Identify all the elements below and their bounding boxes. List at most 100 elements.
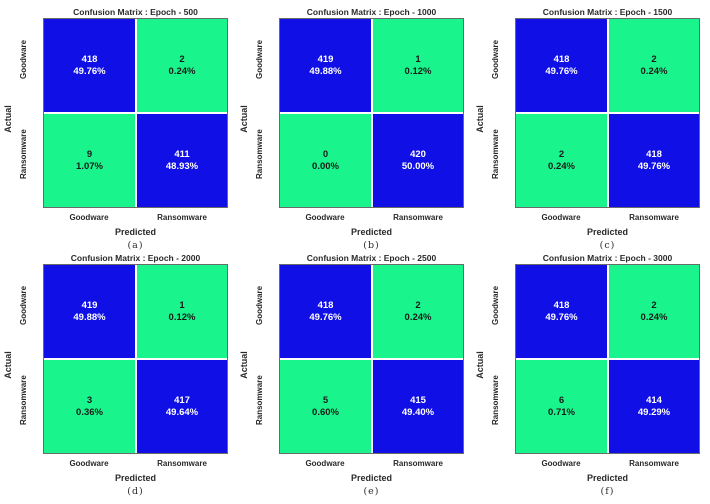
cell-count: 3 — [86, 394, 93, 406]
cell-percentage: 0.24% — [548, 160, 575, 172]
y-tick-label: Ransomware — [255, 375, 264, 425]
cell-percentage: 49.76% — [309, 311, 342, 323]
y-tick-label: Ransomware — [19, 129, 28, 179]
matrix-cell: 419 49.88% — [280, 19, 371, 112]
cell-count: 414 — [646, 394, 662, 406]
y-tick-label: Goodware — [19, 39, 28, 79]
matrix-cell: 414 49.29% — [609, 360, 699, 453]
cell-count: 2 — [651, 299, 657, 311]
x-axis-label: Predicted — [114, 473, 156, 483]
matrix-grid: 418 49.76% 2 0.24% 5 0.60% 415 49.40% — [279, 264, 464, 454]
y-axis-label: Actual — [239, 105, 249, 133]
cell-count: 2 — [415, 299, 421, 311]
x-tick-label: Goodware — [305, 459, 345, 468]
cell-count: 2 — [651, 53, 657, 65]
cell-count: 418 — [81, 53, 98, 65]
cell-count: 5 — [322, 394, 329, 406]
cell-percentage: 0.00% — [312, 160, 339, 172]
x-axis-label: Predicted — [586, 227, 628, 237]
confusion-matrix-panel: Confusion Matrix : Epoch - 1000 419 49.88%… — [236, 0, 466, 251]
cell-count: 418 — [646, 148, 662, 160]
chart-title: Confusion Matrix : Epoch - 500 — [73, 7, 198, 17]
x-tick-label: Ransomware — [157, 213, 207, 222]
matrix-cell: 9 1.07% — [44, 114, 135, 207]
x-tick-label: Ransomware — [629, 459, 679, 468]
x-tick-label: Goodware — [69, 213, 109, 222]
cell-percentage: 0.71% — [548, 406, 575, 418]
chart-title: Confusion Matrix : Epoch - 2000 — [70, 253, 201, 263]
y-tick-label: Goodware — [255, 285, 264, 325]
cell-count: 420 — [410, 148, 426, 160]
x-tick-label: Ransomware — [629, 213, 679, 222]
subfigure-caption: (a) — [127, 240, 144, 251]
x-tick-label: Goodware — [541, 459, 581, 468]
cell-count: 6 — [558, 394, 565, 406]
confusion-matrix-panel: Confusion Matrix : Epoch - 3000 418 49.76%… — [472, 246, 702, 497]
cell-percentage: 0.24% — [168, 65, 196, 77]
x-tick-label: Goodware — [541, 213, 581, 222]
cell-percentage: 49.88% — [73, 311, 106, 323]
cell-percentage: 0.12% — [404, 65, 432, 77]
matrix-cell: 3 0.36% — [44, 360, 135, 453]
cell-percentage: 49.76% — [545, 65, 578, 77]
cell-count: 1 — [179, 299, 185, 311]
confusion-matrix-panel: Confusion Matrix : Epoch - 2000 419 49.88%… — [0, 246, 230, 497]
cell-percentage: 49.76% — [637, 160, 671, 172]
cell-count: 419 — [317, 53, 334, 65]
matrix-cell: 6 0.71% — [516, 360, 607, 453]
matrix-grid: 418 49.76% 2 0.24% 6 0.71% 414 49.29% — [515, 264, 700, 454]
cell-percentage: 1.07% — [76, 160, 103, 172]
cell-percentage: 0.24% — [404, 311, 432, 323]
y-axis-label: Actual — [3, 351, 13, 379]
cell-percentage: 0.24% — [640, 65, 668, 77]
cell-count: 419 — [81, 299, 98, 311]
cell-count: 2 — [558, 148, 565, 160]
x-axis-label: Predicted — [350, 227, 392, 237]
matrix-cell: 1 0.12% — [373, 19, 463, 112]
matrix-grid: 418 49.76% 2 0.24% 9 1.07% 411 48.93% — [43, 18, 228, 208]
cell-count: 418 — [553, 53, 570, 65]
subfigure-caption: (d) — [127, 486, 144, 497]
matrix-cell: 419 49.88% — [44, 265, 135, 358]
cell-count: 1 — [415, 53, 421, 65]
matrix-cell: 418 49.76% — [280, 265, 371, 358]
cell-percentage: 48.93% — [165, 160, 199, 172]
confusion-matrix-panel: Confusion Matrix : Epoch - 2500 418 49.76%… — [236, 246, 466, 497]
confusion-matrix-panel: Confusion Matrix : Epoch - 500 418 49.76% 2… — [0, 0, 230, 251]
matrix-cell: 415 49.40% — [373, 360, 463, 453]
cell-count: 418 — [317, 299, 334, 311]
x-axis-label: Predicted — [350, 473, 392, 483]
matrix-cell: 1 0.12% — [137, 265, 227, 358]
cell-percentage: 49.29% — [637, 406, 671, 418]
cell-count: 417 — [174, 394, 190, 406]
confusion-matrix-panel: Confusion Matrix : Epoch - 1500 418 49.76%… — [472, 0, 702, 251]
cell-count: 2 — [179, 53, 185, 65]
y-axis-label: Actual — [239, 351, 249, 379]
y-axis-label: Actual — [475, 105, 485, 133]
x-tick-label: Goodware — [305, 213, 345, 222]
y-axis-label: Actual — [3, 105, 13, 133]
x-tick-label: Goodware — [69, 459, 109, 468]
matrix-cell: 420 50.00% — [373, 114, 463, 207]
y-tick-label: Ransomware — [491, 375, 500, 425]
x-axis-label: Predicted — [586, 473, 628, 483]
y-tick-label: Goodware — [491, 285, 500, 325]
cell-percentage: 49.76% — [545, 311, 578, 323]
chart-title: Confusion Matrix : Epoch - 3000 — [542, 253, 673, 263]
x-tick-label: Ransomware — [393, 459, 443, 468]
cell-percentage: 49.76% — [73, 65, 106, 77]
matrix-cell: 417 49.64% — [137, 360, 227, 453]
subfigure-caption: (c) — [599, 240, 616, 251]
matrix-cell: 0 0.00% — [280, 114, 371, 207]
matrix-cell: 418 49.76% — [516, 265, 607, 358]
x-tick-label: Ransomware — [393, 213, 443, 222]
matrix-cell: 418 49.76% — [609, 114, 699, 207]
matrix-grid: 419 49.88% 1 0.12% 3 0.36% 417 49.64% — [43, 264, 228, 454]
cell-percentage: 50.00% — [401, 160, 435, 172]
subfigure-caption: (e) — [363, 486, 380, 497]
matrix-cell: 5 0.60% — [280, 360, 371, 453]
y-tick-label: Ransomware — [19, 375, 28, 425]
matrix-cell: 2 0.24% — [609, 19, 699, 112]
chart-title: Confusion Matrix : Epoch - 2500 — [306, 253, 437, 263]
y-axis-label: Actual — [475, 351, 485, 379]
